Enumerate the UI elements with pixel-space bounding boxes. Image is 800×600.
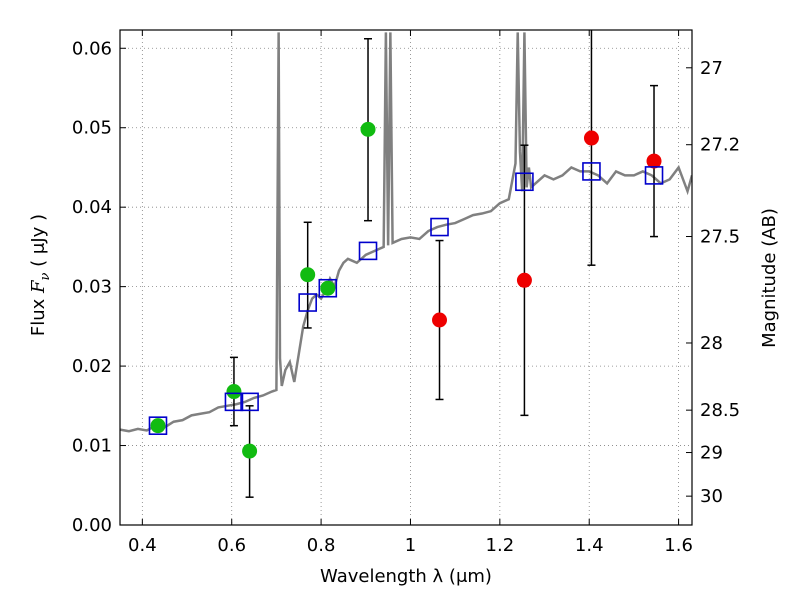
optical-data-point — [360, 121, 376, 137]
model-square-marker — [515, 172, 534, 192]
y-axis-label: Flux Fν ( μJy ) — [28, 214, 53, 336]
optical-data-point — [226, 384, 242, 400]
model-square-marker — [318, 278, 338, 298]
magnitude-tick-label: 27.2 — [700, 135, 740, 156]
magnitude-tick-label: 30 — [700, 486, 723, 507]
spectrum-line — [120, 32, 692, 433]
x-tick-label: 1 — [405, 535, 416, 556]
optical-data-point — [150, 418, 166, 434]
y-axis-label-pre: Flux — [28, 293, 49, 336]
infrared-data-point — [646, 153, 662, 169]
infrared-data-point — [432, 312, 448, 328]
x-tick-label: 0.4 — [128, 535, 157, 556]
model-square-marker — [358, 241, 378, 261]
optical-data-point — [242, 443, 258, 459]
y-tick-label: 0.02 — [72, 356, 112, 377]
x-tick-label: 1.4 — [575, 535, 604, 556]
y-axis-label-subscript: ν — [38, 272, 53, 280]
y-tick-label: 0.04 — [72, 197, 112, 218]
magnitude-tick-label: 28 — [700, 333, 723, 354]
model-square-marker — [148, 416, 168, 435]
x-tick-label: 1.6 — [664, 535, 693, 556]
x-tick-label: 0.8 — [307, 535, 336, 556]
model-square-marker — [644, 166, 664, 185]
x-tick-label: 0.6 — [217, 535, 246, 556]
y-tick-label: 0.03 — [72, 277, 112, 298]
magnitude-tick-label: 28.5 — [700, 400, 740, 421]
model-square-marker — [430, 217, 449, 237]
axes-frame — [119, 29, 693, 526]
plot-area — [120, 30, 692, 498]
y-axis-label-symbol: F — [28, 279, 49, 294]
optical-data-point — [320, 280, 336, 296]
x-tick-label: 1.2 — [486, 535, 515, 556]
magnitude-tick-label: 29 — [700, 443, 723, 464]
infrared-data-point — [516, 272, 532, 288]
right-axis-label: Magnitude (AB) — [759, 208, 780, 348]
y-tick-label: 0.01 — [72, 436, 112, 457]
model-square-marker — [224, 392, 244, 412]
magnitude-tick-label: 27 — [700, 58, 723, 79]
x-axis-label: Wavelength λ (μm) — [320, 566, 492, 587]
model-square-marker — [240, 392, 259, 412]
grid-lines — [120, 30, 692, 526]
magnitude-tick-label: 27.5 — [700, 227, 740, 248]
model-square-marker — [298, 293, 317, 312]
y-axis-label-post: ( μJy ) — [28, 214, 49, 273]
y-tick-label: 0.05 — [72, 118, 112, 139]
axis-ticks: 0.4 0.6 0.8 1 1.2 1.4 1.6 0.00 0.01 0.02 0.03 0.04 0… — [72, 30, 740, 556]
optical-data-point — [300, 267, 316, 283]
y-tick-label: 0.06 — [72, 38, 112, 59]
y-tick-label: 0.00 — [72, 515, 112, 536]
infrared-data-point — [583, 130, 599, 146]
model-square-marker — [582, 162, 601, 181]
